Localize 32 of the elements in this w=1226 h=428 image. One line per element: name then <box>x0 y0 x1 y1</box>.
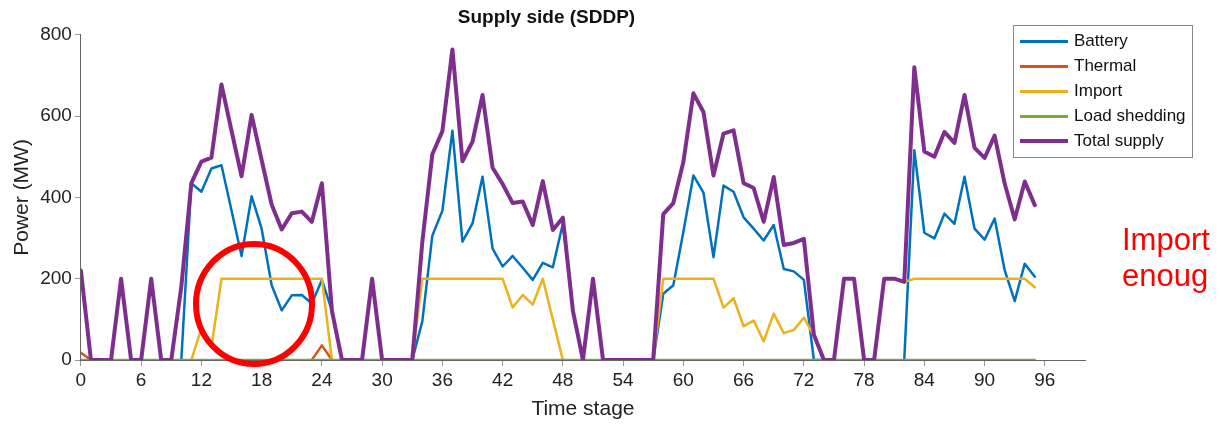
chart-title: Supply side (SDDP) <box>457 5 636 27</box>
x-tick-label: 60 <box>672 368 694 390</box>
x-tick-label: 24 <box>311 368 333 390</box>
y-tick-label: 200 <box>40 266 72 288</box>
legend-label: Import <box>1074 81 1123 102</box>
x-tick-label: 6 <box>135 368 147 390</box>
x-tick-label: 90 <box>974 368 996 390</box>
x-tick-label: 54 <box>612 368 635 390</box>
x-tick-label: 18 <box>251 368 273 390</box>
x-tick-label: 96 <box>1034 368 1056 390</box>
text: Import <box>1122 222 1210 258</box>
x-tick-label: 48 <box>552 368 574 390</box>
text: enoug <box>1122 258 1210 294</box>
legend-label: Battery <box>1074 31 1128 52</box>
y-tick-label: 600 <box>40 104 72 126</box>
x-tick-label: 0 <box>75 368 87 390</box>
y-tick-label: 0 <box>61 348 72 370</box>
x-tick-label: 42 <box>492 368 514 390</box>
legend-label: Total supply <box>1074 131 1164 152</box>
x-tick-label: 12 <box>190 368 212 390</box>
x-tick-label: 72 <box>793 368 815 390</box>
legend-label: Thermal <box>1074 56 1137 77</box>
x-tick-label: 36 <box>431 368 453 390</box>
x-tick-label: 84 <box>913 368 936 390</box>
y-axis-title: Power (MW) <box>9 139 33 256</box>
x-tick-label: 78 <box>853 368 875 390</box>
x-axis-title: Time stage <box>531 396 635 420</box>
y-tick-label: 400 <box>40 185 72 207</box>
y-tick-label: 800 <box>40 23 72 45</box>
x-tick-label: 30 <box>371 368 393 390</box>
x-tick-label: 66 <box>733 368 755 390</box>
legend-label: Load shedding <box>1074 106 1186 127</box>
